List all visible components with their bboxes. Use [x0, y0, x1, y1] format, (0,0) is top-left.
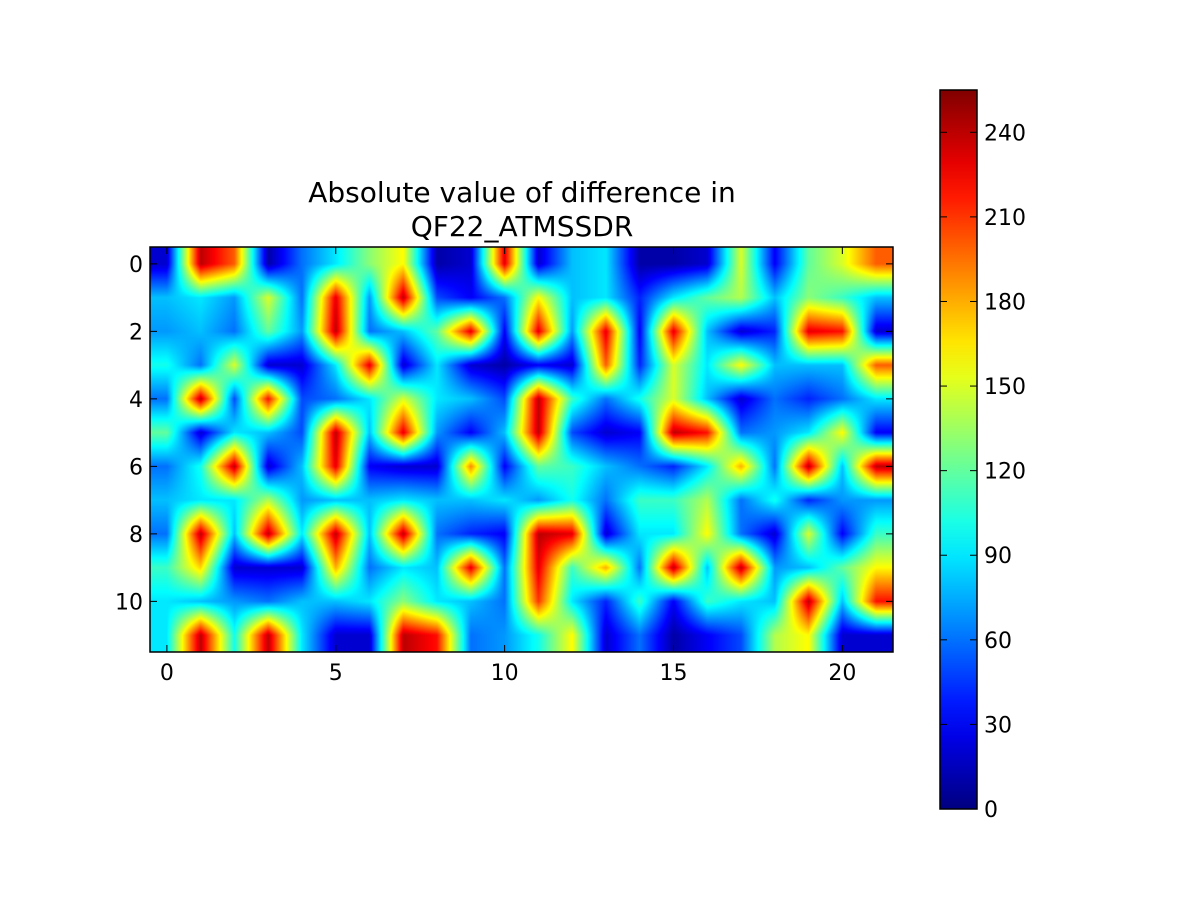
colorbar-tick-label: 210 [984, 206, 1026, 231]
colorbar-tick-label: 120 [984, 460, 1026, 485]
colorbar-tick-label: 90 [984, 544, 1012, 569]
x-tick-label: 10 [491, 661, 519, 686]
colorbar-tick-label: 60 [984, 629, 1012, 654]
colorbar-tick-label: 30 [984, 713, 1012, 738]
y-tick-label: 4 [129, 388, 143, 413]
x-tick-label: 20 [828, 661, 856, 686]
y-tick-label: 6 [129, 455, 143, 480]
colorbar-tick-label: 240 [984, 121, 1026, 146]
chart-title-line-2: QF22_ATMSSDR [411, 210, 634, 243]
chart-title-line-1: Absolute value of difference in [308, 176, 736, 209]
plot-frame [149, 246, 894, 653]
y-tick-label: 10 [115, 590, 143, 615]
colorbar-tick-label: 180 [984, 290, 1026, 315]
x-tick-label: 15 [659, 661, 687, 686]
y-axis-ticks: 0 2 4 6 8 10 [115, 253, 893, 615]
x-axis-ticks: 0 5 10 15 20 [160, 247, 856, 686]
colorbar [939, 89, 978, 810]
y-tick-label: 8 [129, 523, 143, 548]
colorbar-tick-label: 0 [984, 798, 998, 823]
x-tick-label: 0 [160, 661, 174, 686]
colorbar-ticks: 0 30 60 90 120 150 180 210 240 [940, 121, 1026, 823]
y-tick-label: 0 [129, 253, 143, 278]
x-tick-label: 5 [329, 661, 343, 686]
colorbar-tick-label: 150 [984, 375, 1026, 400]
y-tick-label: 2 [129, 320, 143, 345]
heatmap-image [150, 247, 893, 652]
